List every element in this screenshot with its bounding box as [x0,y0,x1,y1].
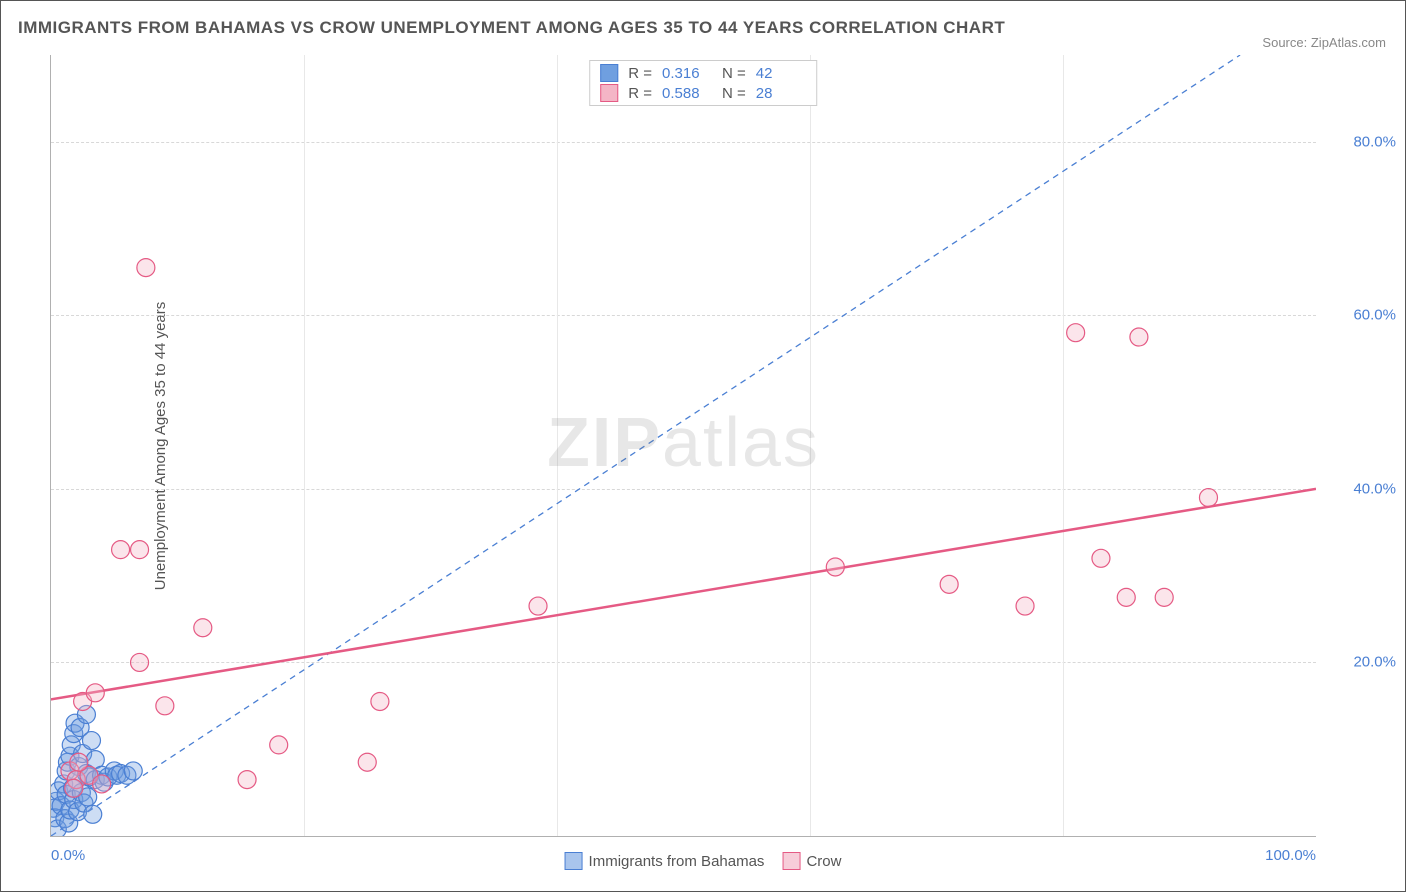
scatter-point [238,771,256,789]
legend-bottom-swatch-1 [782,852,800,870]
x-tick-label: 0.0% [51,847,85,864]
scatter-point [124,762,142,780]
legend-row-series-0: R = 0.316 N = 42 [600,63,806,83]
scatter-point [1199,489,1217,507]
legend-correlation: R = 0.316 N = 42 R = 0.588 N = 28 [589,60,817,106]
scatter-point [358,753,376,771]
legend-r-value-0: 0.316 [662,65,712,82]
legend-swatch-0 [600,64,618,82]
scatter-point [156,697,174,715]
scatter-point [93,775,111,793]
y-tick-label: 40.0% [1326,480,1396,497]
legend-n-value-0: 42 [756,65,806,82]
scatter-point [1067,324,1085,342]
y-tick-label: 20.0% [1326,654,1396,671]
scatter-point [270,736,288,754]
source-label: Source: [1262,35,1307,50]
scatter-point [826,558,844,576]
scatter-point [82,732,100,750]
scatter-point [86,684,104,702]
legend-r-label-0: R = [628,65,652,82]
scatter-point [70,753,88,771]
scatter-point [131,541,149,559]
legend-swatch-1 [600,84,618,102]
y-tick-label: 60.0% [1326,307,1396,324]
scatter-point [194,619,212,637]
scatter-point [940,575,958,593]
source-attribution: Source: ZipAtlas.com [1262,35,1386,50]
scatter-point [1016,597,1034,615]
scatter-point [1130,328,1148,346]
legend-n-label-0: N = [722,65,746,82]
plot-svg [51,55,1316,836]
x-tick-label: 100.0% [1265,847,1316,864]
legend-r-label-1: R = [628,85,652,102]
y-tick-label: 80.0% [1326,133,1396,150]
scatter-point [371,692,389,710]
plot-area: ZIPatlas 20.0%40.0%60.0%80.0%0.0%100.0% [50,55,1316,837]
legend-item-0: Immigrants from Bahamas [565,852,765,870]
scatter-point [1155,588,1173,606]
chart-title: IMMIGRANTS FROM BAHAMAS VS CROW UNEMPLOY… [18,18,1005,38]
scatter-point [65,779,83,797]
legend-r-value-1: 0.588 [662,85,712,102]
chart-container: IMMIGRANTS FROM BAHAMAS VS CROW UNEMPLOY… [0,0,1406,892]
legend-series: Immigrants from Bahamas Crow [565,852,842,870]
trendline [51,55,1240,836]
legend-row-series-1: R = 0.588 N = 28 [600,83,806,103]
source-value: ZipAtlas.com [1311,35,1386,50]
legend-bottom-label-0: Immigrants from Bahamas [589,853,765,870]
scatter-point [131,653,149,671]
scatter-point [112,541,130,559]
scatter-point [1092,549,1110,567]
legend-bottom-swatch-0 [565,852,583,870]
legend-item-1: Crow [782,852,841,870]
legend-n-label-1: N = [722,85,746,102]
legend-bottom-label-1: Crow [806,853,841,870]
scatter-point [137,259,155,277]
legend-n-value-1: 28 [756,85,806,102]
scatter-point [84,805,102,823]
scatter-point [1117,588,1135,606]
scatter-point [529,597,547,615]
